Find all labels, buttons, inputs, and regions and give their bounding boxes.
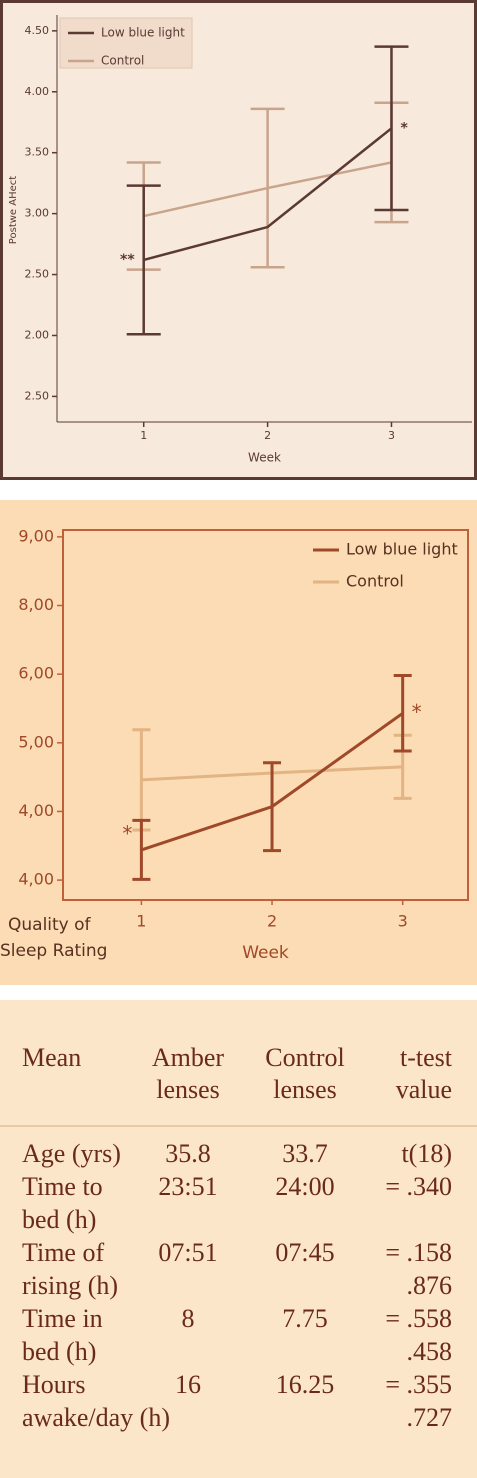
panel-3 [0, 1000, 477, 1478]
error-bar [132, 818, 151, 881]
y-tick-label: 2.50 [25, 268, 50, 281]
table-cell: = .558 [385, 1304, 452, 1333]
table-cell: 8 [182, 1304, 195, 1333]
legend-label: Control [101, 54, 144, 68]
panel-1 [0, 0, 477, 480]
y-tick-label: 4.50 [25, 24, 50, 37]
annotation: * [400, 120, 408, 136]
legend-label: Low blue light [346, 540, 458, 559]
table-cell: bed (h) [22, 1205, 96, 1234]
annotation: * [412, 700, 422, 724]
error-bar [374, 45, 409, 212]
panel-2 [0, 500, 477, 985]
header-cell: Mean [22, 1043, 81, 1072]
header-cell: t-test [400, 1043, 453, 1072]
chart-2: 9,00 8,00 6,00 5,00 4,00 4,00 1 2 3 Week Quality o… [0, 526, 469, 963]
table-cell: 33.7 [282, 1139, 328, 1168]
y-tick-label: 3.00 [25, 207, 50, 220]
y-tick-label: 4,00 [18, 870, 54, 889]
legend-label: Control [346, 572, 404, 591]
table-cell: 16 [175, 1370, 201, 1399]
header-cell: Control [265, 1043, 344, 1072]
table-cell: 16.25 [276, 1370, 335, 1399]
x-tick-label: 2 [264, 429, 271, 442]
table-cell: Time of [22, 1238, 104, 1267]
table-cell: bed (h) [22, 1337, 96, 1366]
y-tick-label: 4,00 [18, 801, 54, 820]
header-cell: Amber [152, 1043, 225, 1072]
table-cell: Time in [22, 1304, 103, 1333]
x-tick-label: 3 [398, 912, 408, 931]
series-line [143, 161, 392, 218]
table-cell: t(18) [401, 1139, 452, 1168]
error-bar [126, 184, 161, 336]
x-axis-label: Week [242, 943, 289, 963]
table-cell: Age (yrs) [22, 1139, 121, 1168]
table-cell: 07:51 [158, 1238, 217, 1267]
y-tick-label: 9,00 [18, 526, 54, 545]
x-axis-label: Week [248, 451, 281, 465]
table-cell: Time to [22, 1172, 103, 1201]
y-axis-label: Sleep Rating [0, 941, 107, 961]
header-cell: lenses [273, 1075, 337, 1104]
series-line [143, 127, 393, 262]
header-cell: value [396, 1075, 452, 1104]
table-cell: Hours [22, 1370, 86, 1399]
table-cell: = .355 [385, 1370, 452, 1399]
table-cell: 24:00 [275, 1172, 334, 1201]
annotation: * [122, 821, 132, 845]
table-cell: = .158 [385, 1238, 452, 1267]
x-tick-label: 3 [388, 429, 395, 442]
y-tick-label: 2.50 [25, 389, 50, 402]
table: Mean Amber lenses Control lenses t-test value A… [0, 1043, 477, 1432]
y-axis-label: Postwe AHect [8, 176, 19, 244]
y-tick-label: 5,00 [18, 732, 54, 751]
series-line [140, 712, 404, 852]
y-tick-label: 6,00 [18, 664, 54, 683]
y-tick-label: 8,00 [18, 595, 54, 614]
y-tick-label: 3.50 [25, 146, 50, 159]
y-tick-label: 4.00 [25, 85, 50, 98]
plot-frame [62, 529, 469, 901]
y-axis-label: Quality of [8, 915, 92, 935]
table-cell: rising (h) [22, 1271, 118, 1300]
table-cell: 7.75 [282, 1304, 328, 1333]
table-cell: 35.8 [165, 1139, 211, 1168]
legend-box [59, 17, 193, 69]
x-tick-label: 1 [136, 912, 146, 931]
chart-1: 4.50 4.00 3.50 3.00 2.50 2.00 2.50 1 2 3 Week Postw… [8, 15, 472, 465]
legend-label: Low blue light [101, 26, 185, 40]
annotation: ** [120, 252, 135, 268]
table-cell: .458 [407, 1337, 453, 1366]
table-cell: 07:45 [275, 1238, 334, 1267]
table-cell: awake/day (h) [22, 1403, 170, 1432]
table-cell: .727 [407, 1403, 453, 1432]
table-cell: .876 [407, 1271, 453, 1300]
x-tick-label: 2 [267, 912, 277, 931]
header-cell: lenses [156, 1075, 220, 1104]
x-tick-label: 1 [140, 429, 147, 442]
table-cell: = .340 [385, 1172, 452, 1201]
table-cell: 23:51 [158, 1172, 217, 1201]
y-tick-label: 2.00 [25, 328, 50, 341]
